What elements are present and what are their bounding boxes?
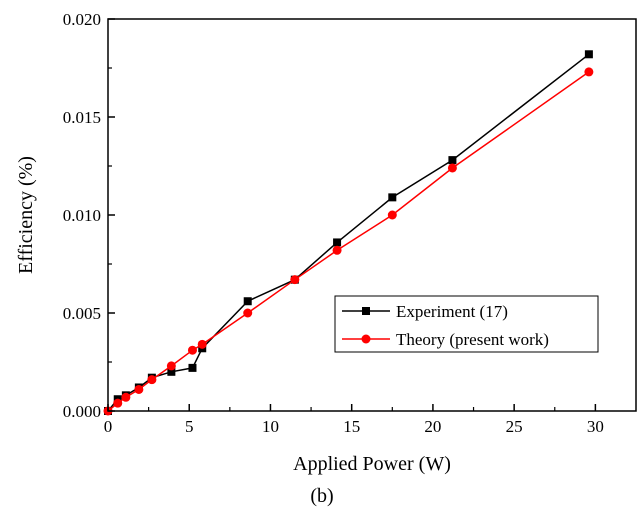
data-point-theory [290, 275, 300, 285]
legend-box [334, 295, 599, 353]
data-point-theory [243, 308, 253, 318]
x-axis-title: Applied Power (W) [293, 453, 451, 475]
x-tick-label: 30 [587, 417, 604, 436]
legend: Experiment (17) Theory (present work) [334, 295, 599, 353]
data-point-experiment [333, 238, 342, 247]
data-point-theory [332, 245, 342, 255]
data-point-theory [166, 361, 176, 371]
y-tick-label: 0.020 [63, 10, 101, 29]
data-point-experiment [167, 367, 176, 376]
data-point-theory [187, 345, 197, 355]
data-point-theory [113, 398, 123, 408]
y-tick-label: 0.005 [63, 304, 101, 323]
data-point-theory [147, 375, 157, 385]
x-tick-label: 20 [424, 417, 441, 436]
x-tick-label: 5 [185, 417, 194, 436]
x-tick-label: 25 [506, 417, 523, 436]
x-tick-label: 0 [104, 417, 113, 436]
x-tick-label: 10 [262, 417, 279, 436]
series-line-experiment [107, 53, 590, 412]
data-point-theory [197, 339, 207, 349]
legend-label-theory: Theory (present work) [396, 330, 549, 349]
data-point-experiment [188, 363, 197, 372]
figure-caption: (b) [310, 485, 333, 507]
data-point-experiment [243, 297, 252, 306]
data-point-theory [134, 384, 144, 394]
data-point-theory [387, 210, 397, 220]
x-tick-label: 15 [343, 417, 360, 436]
data-point-theory [121, 392, 131, 402]
data-point-experiment [448, 156, 457, 165]
y-tick-label: 0.015 [63, 108, 101, 127]
data-point-experiment [388, 193, 397, 202]
data-point-experiment [584, 50, 593, 59]
data-point-theory [447, 163, 457, 173]
axis-ticks: 0 5 10 15 20 25 30 0.000 0.005 0.010 0.015 0.020 [63, 10, 604, 436]
legend-marker-theory [361, 334, 371, 344]
data-point-theory [584, 67, 594, 77]
y-tick-label: 0.000 [63, 402, 101, 421]
plot-marks [103, 50, 594, 416]
legend-marker-experiment [362, 307, 370, 315]
legend-label-experiment: Experiment (17) [396, 302, 508, 321]
y-axis-title: Efficiency (%) [15, 156, 37, 274]
y-tick-label: 0.010 [63, 206, 101, 225]
series-line-theory [107, 71, 590, 412]
